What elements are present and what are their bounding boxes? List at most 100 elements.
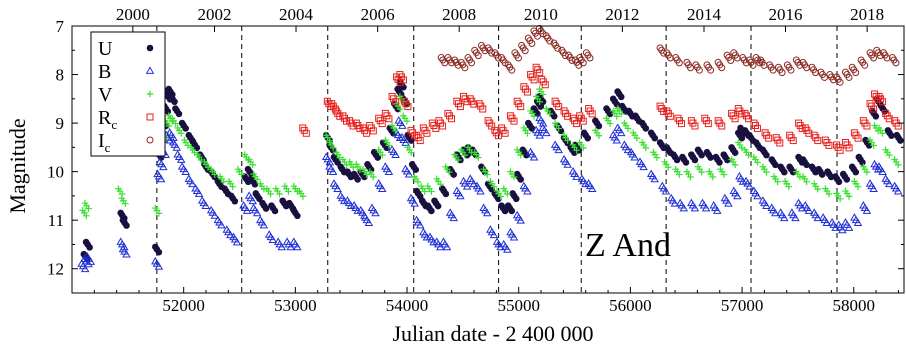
data-point-b bbox=[690, 203, 700, 212]
data-point-b bbox=[165, 128, 175, 136]
data-point-b bbox=[791, 213, 800, 222]
data-point-v bbox=[875, 124, 883, 132]
data-point-b bbox=[753, 191, 762, 200]
data-point-rc bbox=[687, 117, 695, 125]
data-point-b bbox=[804, 206, 814, 214]
data-point-u bbox=[119, 216, 127, 224]
data-point-ic bbox=[783, 61, 791, 69]
data-point-v bbox=[442, 163, 449, 171]
data-point-ic bbox=[799, 58, 807, 66]
data-point-u bbox=[731, 149, 739, 157]
data-point-v bbox=[461, 151, 469, 159]
data-point-rc bbox=[734, 105, 742, 113]
data-point-rc bbox=[765, 134, 773, 142]
data-point-b bbox=[512, 210, 522, 219]
data-point-b bbox=[349, 201, 359, 209]
data-point-u bbox=[862, 136, 869, 144]
data-point-b bbox=[577, 174, 587, 182]
data-point-v bbox=[539, 91, 547, 98]
data-point-v bbox=[152, 204, 159, 212]
data-point-ic bbox=[870, 54, 878, 62]
data-point-rc bbox=[564, 112, 572, 120]
data-point-rc bbox=[863, 122, 871, 130]
data-point-b bbox=[439, 237, 448, 245]
data-point-ic bbox=[444, 54, 452, 62]
data-point-ic bbox=[663, 49, 671, 57]
data-point-rc bbox=[656, 102, 664, 110]
data-point-b bbox=[401, 164, 410, 173]
data-point-ic bbox=[833, 73, 841, 81]
data-point-b bbox=[809, 208, 819, 216]
data-point-u bbox=[815, 165, 822, 173]
data-point-u bbox=[617, 93, 625, 101]
data-point-rc bbox=[825, 141, 833, 149]
data-point-v bbox=[728, 156, 735, 163]
data-point-b bbox=[787, 208, 797, 216]
data-point-b bbox=[273, 237, 283, 245]
data-point-ic bbox=[803, 64, 811, 72]
data-point-b bbox=[282, 237, 292, 245]
data-point-b bbox=[244, 191, 254, 199]
data-point-v bbox=[353, 161, 360, 168]
data-point-u bbox=[413, 187, 420, 195]
data-point-b bbox=[838, 225, 847, 234]
data-point-b bbox=[264, 230, 274, 238]
data-point-b bbox=[658, 181, 667, 190]
data-point-ic bbox=[857, 56, 865, 64]
data-point-b bbox=[509, 233, 519, 241]
top-year-label: 2000 bbox=[116, 5, 150, 24]
data-point-u bbox=[752, 139, 760, 146]
data-point-b bbox=[535, 113, 544, 122]
data-point-v bbox=[770, 173, 778, 180]
top-year-label: 2004 bbox=[279, 5, 314, 24]
data-point-b bbox=[153, 169, 162, 177]
data-point-u bbox=[712, 153, 720, 161]
data-point-b bbox=[780, 213, 789, 222]
data-point-u bbox=[855, 153, 863, 161]
data-point-ic bbox=[861, 61, 869, 69]
data-point-v bbox=[234, 165, 242, 173]
data-point-b bbox=[392, 128, 401, 136]
data-point-v bbox=[785, 183, 793, 190]
data-point-ic bbox=[686, 64, 694, 72]
data-point-b bbox=[469, 179, 479, 188]
data-point-u bbox=[595, 122, 603, 130]
data-point-rc bbox=[579, 117, 587, 125]
data-point-v bbox=[407, 149, 415, 157]
data-point-ic bbox=[723, 51, 731, 59]
data-point-ic bbox=[582, 49, 590, 57]
data-point-u bbox=[431, 197, 438, 205]
data-point-rc bbox=[891, 117, 899, 125]
data-point-v bbox=[225, 178, 233, 185]
data-point-rc bbox=[346, 117, 354, 125]
data-point-rc bbox=[527, 71, 535, 79]
data-point-u bbox=[746, 131, 753, 139]
data-point-ic bbox=[836, 78, 844, 86]
data-point-u bbox=[772, 161, 779, 169]
data-point-rc bbox=[704, 120, 712, 128]
data-point-v bbox=[421, 188, 428, 195]
data-point-v bbox=[613, 112, 621, 120]
data-point-b bbox=[210, 211, 219, 219]
data-point-ic bbox=[660, 49, 668, 57]
data-point-ic bbox=[812, 69, 820, 77]
data-point-u bbox=[839, 170, 847, 178]
data-point-b bbox=[749, 186, 759, 194]
data-point-u bbox=[618, 102, 626, 110]
data-point-v bbox=[417, 182, 425, 190]
data-point-u bbox=[171, 98, 178, 106]
data-point-u bbox=[279, 197, 286, 205]
data-point-v bbox=[263, 185, 271, 192]
data-point-ic bbox=[760, 61, 768, 69]
data-point-u bbox=[673, 156, 681, 164]
data-point-v bbox=[638, 139, 646, 146]
data-point-v bbox=[860, 163, 867, 171]
data-point-v bbox=[781, 178, 789, 185]
data-point-b bbox=[404, 169, 414, 178]
data-point-ic bbox=[494, 54, 502, 62]
data-point-u bbox=[344, 168, 351, 175]
top-year-label: 2012 bbox=[605, 5, 639, 24]
data-point-rc bbox=[407, 126, 415, 134]
data-point-u bbox=[888, 132, 895, 140]
data-point-b bbox=[758, 196, 768, 204]
